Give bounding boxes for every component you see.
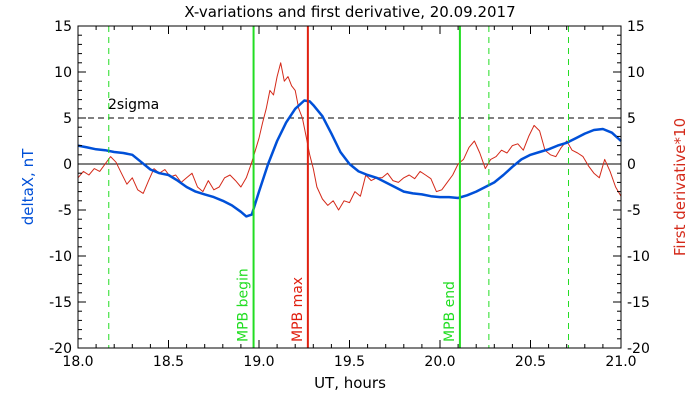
plot-frame [77,25,622,349]
y-tick-label-left: 10 [54,65,72,81]
y-tick-label-left: 0 [63,157,72,173]
x-tick-label: 18.0 [62,354,93,370]
y-tick-label-left: -20 [49,341,72,357]
y-axis-right: -20 -15 -10 -5 0 5 10 15 [613,19,650,357]
x-tick-label: 19.0 [243,354,274,370]
x-axis: 18.0 18.5 19.0 19.5 20.0 20.5 21.0 [62,26,637,370]
y-tick-label-left: -10 [49,249,72,265]
y-tick-label-left: 5 [63,111,72,127]
y-tick-label-right: 15 [627,19,645,35]
chart-title: X-variations and first derivative, 20.09… [184,3,515,21]
mpb-max-label: MPB max [290,277,306,342]
plot-area: 2sigma MPB begin MPB max MPB end [77,26,622,348]
x-tick-label: 20.5 [515,354,546,370]
mpb-begin-label: MPB begin [236,268,252,342]
y-tick-label-right: 10 [627,65,645,81]
y-tick-label-left: 15 [54,19,72,35]
y-tick-label-right: -20 [627,341,650,357]
y-tick-label-right: -5 [627,203,641,219]
derivative-series-line [77,62,622,211]
y-tick-label-right: 0 [627,157,636,173]
x-tick-label: 21.0 [605,354,636,370]
y-tick-label-left: -5 [58,203,72,219]
x-tick-label: 20.0 [424,354,455,370]
y-tick-label-right: 5 [627,111,636,127]
x-tick-label: 19.5 [334,354,365,370]
mpb-end-label: MPB end [442,281,458,342]
y-axis-label-right: First derivative*10 [671,118,689,256]
deltax-series-line [77,99,622,218]
y-tick-label-right: -10 [627,249,650,265]
y-tick-label-right: -15 [627,295,650,311]
x-axis-label: UT, hours [314,374,386,392]
x-tick-label: 18.5 [153,354,184,370]
y-axis-label-left: deltaX, nT [19,148,37,225]
y-tick-label-left: -15 [49,295,72,311]
y-axis-left: -20 -15 -10 -5 0 5 10 15 [49,19,86,357]
sigma-label: 2sigma [108,97,159,113]
